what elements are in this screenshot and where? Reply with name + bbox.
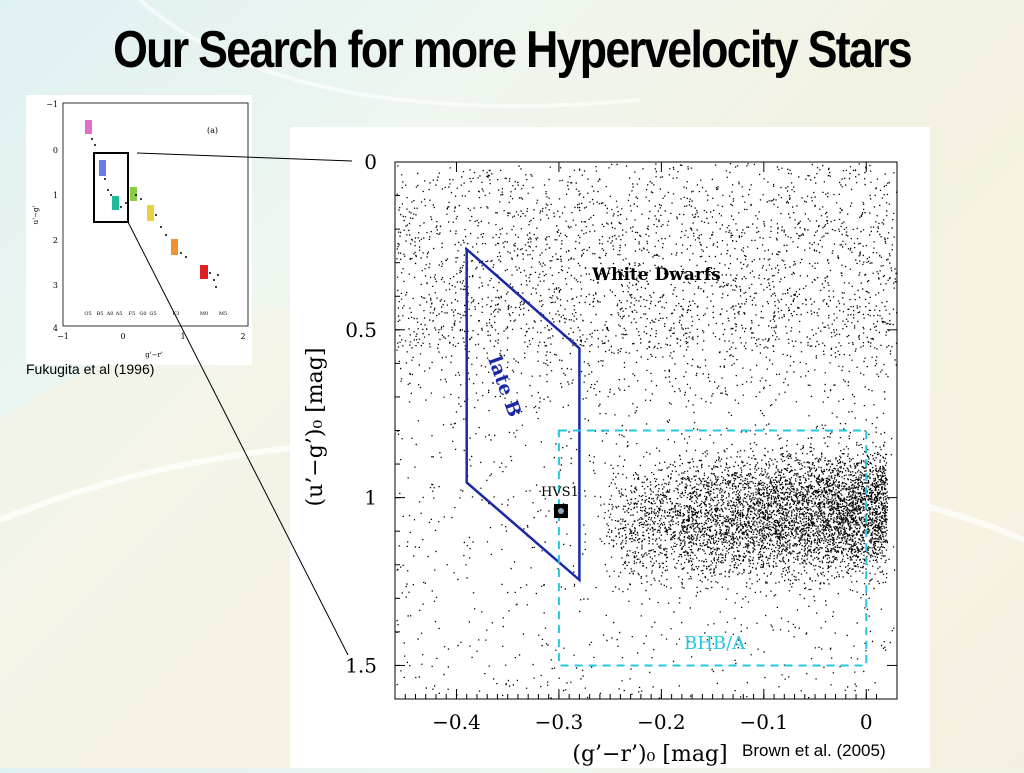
inset-x-label: g'−r': [145, 351, 163, 359]
spectral-marker-g: [147, 205, 154, 221]
inset-panel-label: (a): [207, 126, 218, 135]
inset-y-tick: 0: [53, 146, 58, 155]
inset-y-tick: 2: [53, 236, 58, 245]
y-tick-label: 0.5: [345, 318, 377, 342]
main-caption: Brown et al. (2005): [742, 741, 886, 760]
inset-spectral-label: M5: [219, 311, 227, 317]
inset-star-points: [91, 138, 219, 288]
inset-spectral-label: G0: [139, 311, 146, 317]
x-tick-label: −0.4: [432, 710, 481, 734]
y-tick-label: 0: [364, 150, 377, 174]
y-tick-label: 1: [364, 486, 377, 510]
inset-spectral-label: M0: [200, 311, 208, 317]
y-tick-label: 1.5: [345, 653, 377, 677]
inset-spectral-label: G5: [149, 311, 156, 317]
inset-x-tick: 1: [180, 332, 185, 341]
inset-spectral-label: O5: [84, 311, 91, 317]
inset-y-tick: 1: [53, 191, 58, 200]
x-tick-label: −0.3: [535, 710, 584, 734]
inset-y-label: u'−g': [32, 206, 40, 225]
inset-color-color-plot: (a) −1 0 1 2 −1 0 1 2 3 4 g'−r' u'−g': [26, 95, 252, 365]
spectral-marker-f: [130, 187, 137, 201]
inset-x-tick: 0: [120, 332, 125, 341]
late-b-label: late B: [483, 353, 525, 420]
x-tick-label: −0.2: [637, 710, 686, 734]
inset-highlight-box: [93, 152, 129, 223]
inset-y-tick: 3: [53, 281, 58, 290]
x-axis-label: (g’−r’)₀ [mag]: [572, 742, 727, 767]
spectral-marker-b: [99, 160, 106, 176]
bhb-a-region: [557, 429, 868, 667]
spectral-marker-a: [112, 196, 119, 210]
y-axis-label: (u’−g’)₀ [mag]: [303, 348, 328, 507]
main-chart-panel: −0.4 −0.3 −0.2 −0.1 0 0 0.5 1 1.5 White Dwarfs H…: [290, 127, 930, 768]
inset-spectral-label: A5: [115, 311, 123, 317]
inset-x-tick: −1: [57, 332, 69, 341]
spectral-marker-k: [171, 239, 178, 255]
x-tick-label: −0.1: [740, 710, 789, 734]
inset-spectral-label: B5: [97, 311, 104, 317]
inset-x-tick: 2: [240, 332, 245, 341]
hvs1-label: HVS1: [541, 485, 579, 500]
inset-caption: Fukugita et al (1996): [26, 361, 155, 377]
spectral-marker-m: [200, 265, 208, 279]
x-tick-label: 0: [860, 710, 873, 734]
inset-spectral-label: F5: [129, 311, 136, 317]
white-dwarfs-label: White Dwarfs: [591, 265, 721, 285]
late-b-region: [465, 246, 581, 583]
hvs1-point: [557, 508, 564, 515]
bhb-a-label: BHB/A: [684, 633, 746, 654]
spectral-marker-o: [85, 120, 92, 134]
inset-spectral-label: A0: [106, 311, 114, 317]
inset-y-tick: 4: [53, 324, 58, 333]
slide-title: Our Search for more Hypervelocity Stars: [113, 21, 913, 79]
inset-y-tick: −1: [46, 100, 58, 109]
inset-spectral-label: K3: [173, 311, 180, 317]
